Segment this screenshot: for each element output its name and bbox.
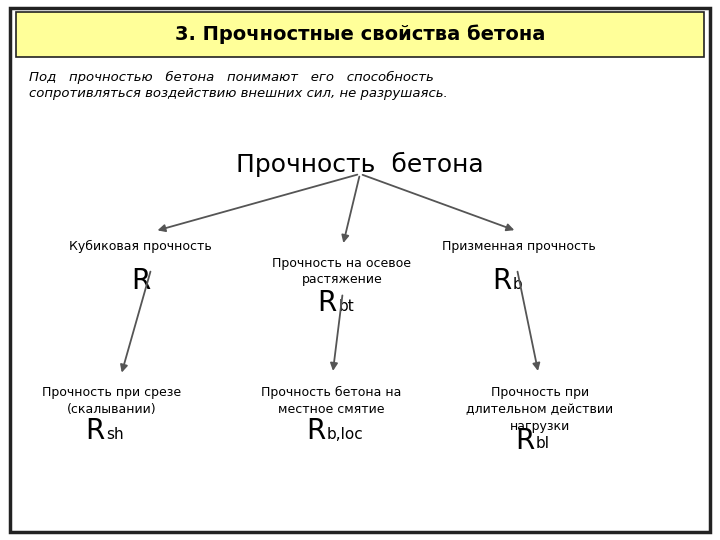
Text: Прочность на осевое
растяжение: Прочность на осевое растяжение — [272, 256, 412, 287]
Text: Под   прочностью   бетона   понимают   его   способность: Под прочностью бетона понимают его спосо… — [29, 71, 433, 84]
Text: R: R — [85, 417, 104, 445]
Text: R: R — [492, 267, 511, 295]
Text: b: b — [513, 277, 523, 292]
Text: bl: bl — [536, 436, 549, 451]
Text: 3. Прочностные свойства бетона: 3. Прочностные свойства бетона — [175, 24, 545, 44]
Text: R: R — [515, 427, 534, 455]
Text: R: R — [306, 417, 325, 445]
Text: b,loc: b,loc — [327, 427, 364, 442]
Text: sh: sh — [106, 427, 123, 442]
Text: Прочность бетона на
местное смятие: Прочность бетона на местное смятие — [261, 386, 401, 416]
Text: Прочность при срезе
(скалывании): Прочность при срезе (скалывании) — [42, 386, 181, 416]
Text: R: R — [318, 289, 337, 317]
FancyBboxPatch shape — [10, 8, 710, 532]
Text: Прочность  бетона: Прочность бетона — [236, 152, 484, 177]
Text: Прочность при
длительном действии
нагрузки: Прочность при длительном действии нагруз… — [467, 386, 613, 433]
Text: Призменная прочность: Призменная прочность — [441, 240, 595, 253]
Text: Кубиковая прочность: Кубиковая прочность — [69, 240, 212, 253]
Text: bt: bt — [338, 299, 354, 314]
Text: R: R — [131, 267, 150, 295]
FancyBboxPatch shape — [16, 12, 704, 57]
Text: сопротивляться воздействию внешних сил, не разрушаясь.: сопротивляться воздействию внешних сил, … — [29, 87, 448, 100]
